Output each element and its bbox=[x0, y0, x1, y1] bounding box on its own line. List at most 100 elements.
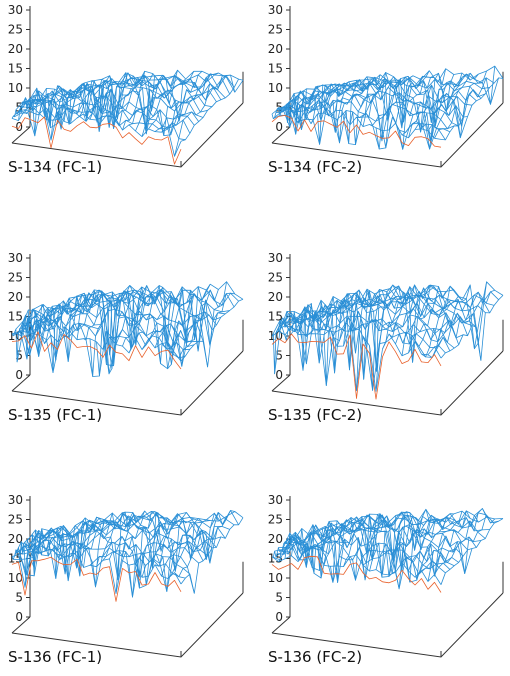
mesh-col-line bbox=[122, 512, 170, 578]
mesh-col-line bbox=[375, 514, 422, 577]
mesh-col-line bbox=[141, 289, 194, 364]
surface-underside bbox=[271, 555, 442, 593]
mesh-col-line bbox=[148, 71, 203, 136]
mesh-col-line bbox=[24, 528, 47, 588]
mesh-col-line bbox=[388, 77, 438, 131]
mesh-col-line bbox=[414, 510, 471, 578]
mesh-col-line bbox=[18, 87, 39, 121]
mesh-col-line bbox=[57, 83, 88, 120]
z-tick-label: 25 bbox=[268, 271, 283, 285]
mesh-col-line bbox=[291, 303, 315, 371]
mesh-col-line bbox=[427, 508, 487, 582]
mesh-col-line bbox=[434, 289, 495, 348]
mesh-col-line bbox=[37, 303, 64, 336]
mesh-col-line bbox=[336, 513, 373, 567]
mesh-col-line bbox=[167, 281, 227, 354]
base-box bbox=[271, 71, 504, 168]
z-tick-label: 0 bbox=[275, 610, 283, 624]
base-box bbox=[11, 561, 244, 658]
surface-underside bbox=[11, 116, 182, 165]
mesh-col-line bbox=[310, 296, 340, 334]
mesh-col-line bbox=[31, 307, 55, 341]
panel-label: S-135 (FC-1) bbox=[8, 406, 102, 424]
mesh-col-line bbox=[18, 529, 39, 576]
mesh-col-line bbox=[414, 73, 471, 144]
mesh-col-line bbox=[135, 75, 186, 132]
base-box bbox=[11, 319, 244, 416]
mesh-row-line bbox=[23, 512, 222, 569]
z-tick-label: 20 bbox=[8, 532, 23, 546]
z-tick-label: 15 bbox=[8, 552, 23, 566]
mesh-col-line bbox=[336, 292, 373, 347]
surface-underside bbox=[11, 331, 182, 370]
mesh-col-line bbox=[382, 508, 430, 575]
z-tick-label: 30 bbox=[268, 251, 283, 265]
mesh-col-line bbox=[297, 299, 324, 364]
mesh-col-line bbox=[427, 70, 487, 132]
panel-label: S-136 (FC-1) bbox=[8, 648, 102, 666]
z-tick-label: 10 bbox=[8, 571, 23, 585]
mesh-col-line bbox=[141, 71, 195, 137]
mesh-col-line bbox=[375, 284, 422, 392]
z-tick-label: 20 bbox=[8, 42, 23, 56]
mesh-col-line bbox=[304, 84, 332, 120]
mesh-col-line bbox=[310, 520, 340, 579]
surface-underside bbox=[271, 333, 442, 400]
z-tick-label: 0 bbox=[15, 610, 23, 624]
mesh-col-line bbox=[109, 73, 154, 118]
mesh-col-line bbox=[148, 518, 203, 577]
mesh-col-line bbox=[76, 519, 113, 559]
z-tick-label: 20 bbox=[268, 532, 283, 546]
z-tick-label: 5 bbox=[15, 349, 23, 363]
mesh-col-line bbox=[323, 81, 356, 133]
mesh-col-line bbox=[76, 78, 113, 123]
mesh-col-line bbox=[11, 318, 31, 363]
mesh-col-line bbox=[31, 527, 55, 558]
mesh-col-line bbox=[89, 72, 129, 128]
mesh-col-line bbox=[180, 298, 244, 368]
mesh-col-line bbox=[388, 518, 438, 576]
mesh-col-line bbox=[180, 78, 244, 142]
mesh-col-line bbox=[395, 68, 447, 150]
mesh-col-line bbox=[83, 75, 121, 132]
z-tick-label: 25 bbox=[8, 23, 23, 37]
mesh-col-line bbox=[375, 76, 422, 150]
mesh-col-line bbox=[174, 510, 235, 578]
mesh-col-line bbox=[96, 511, 137, 567]
mesh-col-line bbox=[330, 516, 365, 583]
mesh-col-line bbox=[421, 72, 479, 150]
panel-label: S-136 (FC-2) bbox=[268, 648, 362, 666]
surface-mesh bbox=[271, 281, 504, 400]
panel-label: S-134 (FC-2) bbox=[268, 158, 362, 176]
mesh-col-line bbox=[63, 292, 96, 338]
mesh-col-line bbox=[37, 85, 64, 129]
mesh-col-line bbox=[297, 524, 324, 568]
z-tick-label: 0 bbox=[15, 368, 23, 382]
z-tick-label: 15 bbox=[8, 62, 23, 76]
mesh-col-line bbox=[161, 289, 219, 367]
mesh-col-line bbox=[278, 311, 299, 331]
mesh-col-line bbox=[362, 511, 406, 566]
z-tick-label: 10 bbox=[8, 81, 23, 95]
mesh-col-line bbox=[135, 286, 187, 339]
z-tick-label: 30 bbox=[8, 493, 23, 507]
mesh-col-line bbox=[70, 289, 105, 333]
mesh-col-line bbox=[336, 76, 373, 144]
mesh-col-line bbox=[414, 284, 471, 347]
mesh-col-line bbox=[330, 79, 364, 117]
z-tick-label: 5 bbox=[15, 101, 23, 115]
mesh-col-line bbox=[349, 290, 389, 380]
panel-label: S-135 (FC-2) bbox=[268, 406, 362, 424]
z-tick-label: 30 bbox=[268, 493, 283, 507]
mesh-col-line bbox=[284, 88, 307, 135]
mesh-col-line bbox=[317, 84, 348, 145]
mesh-col-line bbox=[50, 296, 80, 373]
mesh-col-line bbox=[369, 511, 414, 578]
mesh-col-line bbox=[115, 511, 162, 594]
mesh-col-line bbox=[434, 66, 496, 139]
